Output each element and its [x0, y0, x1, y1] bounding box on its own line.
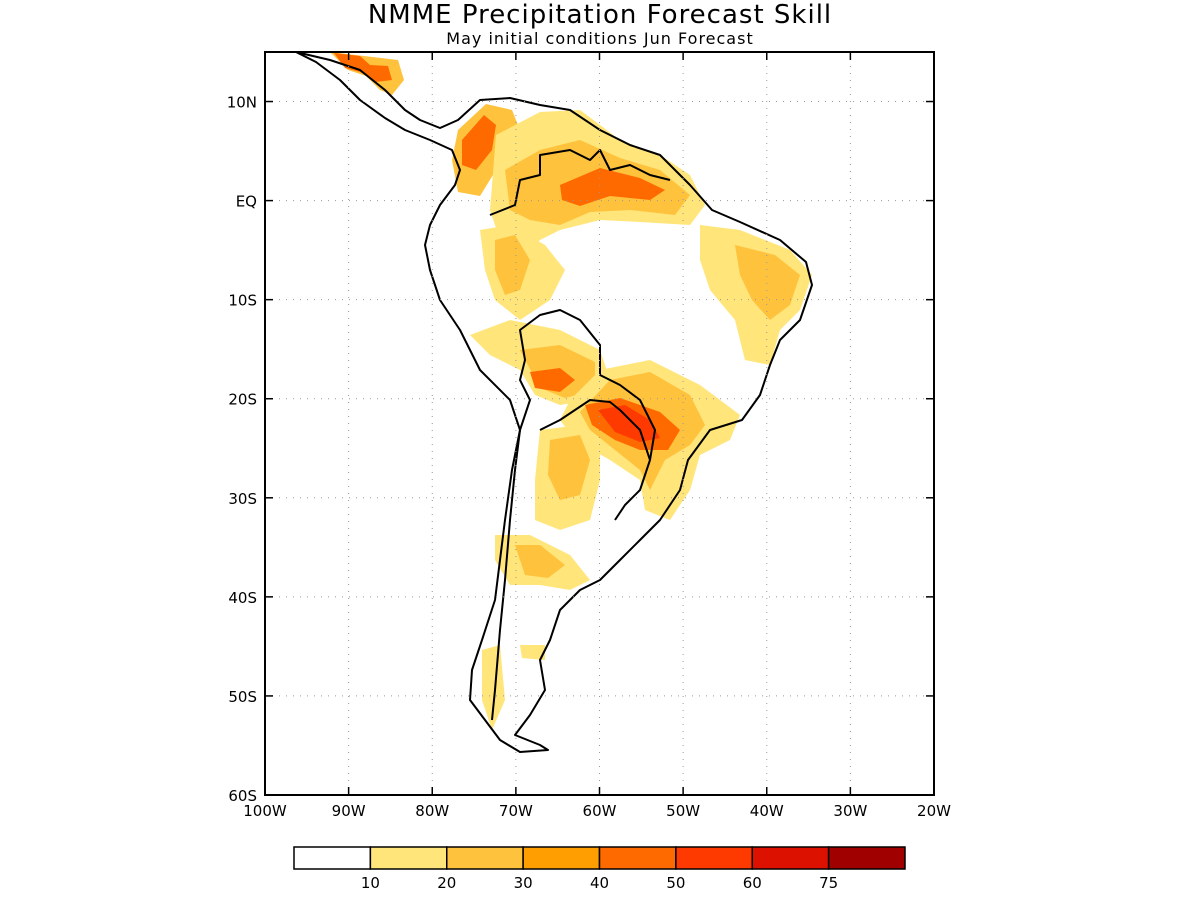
border-line-north	[489, 149, 671, 216]
skill-region-paraguay-hot	[598, 405, 660, 442]
border-line-andes	[491, 429, 521, 721]
colorbar-label: 10	[361, 874, 380, 892]
skill-region-patagonia-east	[520, 645, 545, 660]
colorbar-label: 50	[666, 874, 685, 892]
skill-shading	[330, 52, 812, 730]
border-line-west	[519, 309, 656, 461]
colorbar-swatch	[827, 846, 906, 870]
skill-region-patagonia	[482, 645, 505, 730]
colorbar-swatch	[293, 846, 372, 870]
colorbar-swatch	[751, 846, 830, 870]
colorbar-swatch	[598, 846, 677, 870]
colorbar-label: 40	[590, 874, 609, 892]
border-line-south	[539, 399, 651, 521]
skill-region-bolivia-hot	[530, 368, 575, 392]
lat-tick-label: 30S	[228, 490, 257, 508]
lon-tick-label: 30W	[833, 802, 867, 820]
skill-region-north-band-core	[560, 168, 665, 206]
colorbar: 10 20 30 40 50 60 75	[293, 846, 906, 892]
lat-tick-label: EQ	[236, 193, 257, 211]
lon-tick-label: 20W	[917, 802, 951, 820]
lat-tick-label: 20S	[228, 391, 257, 409]
lat-tick-label: 40S	[228, 589, 257, 607]
map-title: NMME Precipitation Forecast Skill	[367, 0, 833, 30]
lat-tick-label: 50S	[228, 688, 257, 706]
lat-tick-label: 10N	[227, 94, 257, 112]
map-grid	[265, 52, 934, 795]
lon-tick-label: 60W	[583, 802, 617, 820]
lat-tick-label: 60S	[228, 787, 257, 805]
colorbar-swatch	[675, 846, 753, 870]
lat-tick-label: 10S	[228, 292, 257, 310]
skill-region-colombia-core	[462, 115, 496, 170]
colorbar-label: 20	[437, 874, 456, 892]
lon-tick-label: 50W	[666, 802, 700, 820]
map-subtitle: May initial conditions Jun Forecast	[446, 29, 754, 48]
lon-tick-label: 100W	[243, 802, 287, 820]
skill-region-west-amazon-core	[495, 235, 530, 295]
skill-region-east-brazil-core	[735, 245, 800, 320]
colorbar-swatch	[446, 846, 524, 870]
lon-tick-label: 70W	[499, 802, 533, 820]
lon-tick-label: 90W	[332, 802, 366, 820]
skill-region-central-argentina-core	[515, 545, 565, 578]
lon-tick-label: 40W	[750, 802, 784, 820]
colorbar-label: 30	[514, 874, 533, 892]
skill-region-north-argentina-core	[548, 435, 590, 500]
latitude-ticks: 10N EQ 10S 20S 30S 40S 50S 60S	[227, 94, 934, 805]
colorbar-swatch	[369, 846, 448, 870]
skill-region-central-america-core	[334, 53, 392, 82]
coastline-south-america	[295, 51, 813, 753]
colorbar-swatch	[522, 846, 601, 870]
colorbar-label: 75	[819, 874, 838, 892]
colorbar-label: 60	[743, 874, 762, 892]
lon-tick-label: 80W	[415, 802, 449, 820]
longitude-ticks: 100W 90W 80W 70W 60W 50W 40W 30W 20W	[243, 52, 951, 820]
coastline-layer	[295, 51, 813, 753]
